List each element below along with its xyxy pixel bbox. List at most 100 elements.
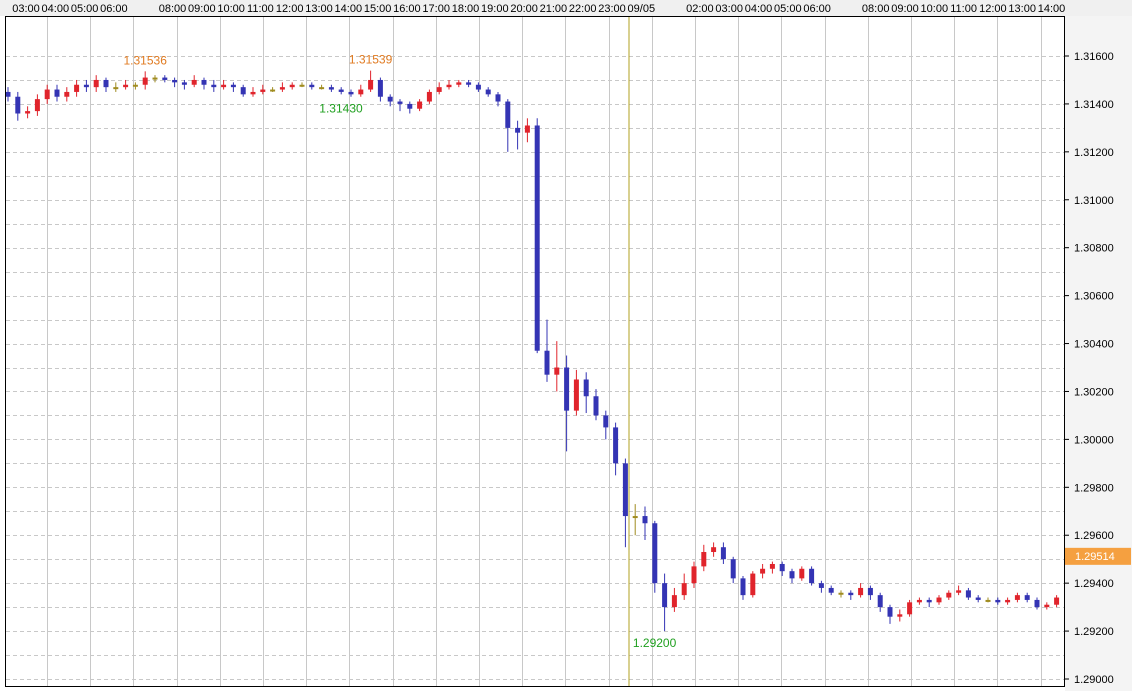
candle — [221, 79, 227, 90]
candle — [270, 87, 276, 92]
candle-body — [250, 91, 256, 95]
candle-body — [711, 547, 717, 553]
high-price-label: 1.31539 — [349, 53, 393, 67]
time-tick-label: 04:00 — [745, 3, 773, 15]
candle — [64, 87, 70, 102]
candle-body — [809, 568, 815, 584]
candle-body — [172, 79, 178, 83]
candle — [740, 575, 746, 600]
candle-body — [466, 82, 472, 85]
time-tick-label: 14:00 — [335, 3, 363, 15]
time-tick-label: 10:00 — [217, 3, 245, 15]
low-price-label: 1.29200 — [633, 636, 677, 650]
candle — [289, 82, 295, 90]
candle — [877, 592, 883, 612]
candle — [720, 542, 726, 564]
candle-body — [446, 84, 452, 88]
candle-body — [760, 568, 766, 574]
candle — [956, 585, 962, 596]
price-tick-label: 1.29400 — [1074, 578, 1114, 590]
candle-body — [740, 578, 746, 596]
candle — [544, 319, 550, 382]
candle-body — [652, 523, 658, 584]
candle-body — [564, 367, 570, 411]
time-axis: 03:00 04:00 05:00 06:00 08:00 09:00 10:00 11:00… — [12, 3, 1065, 15]
candle-body — [44, 89, 50, 100]
candle-body — [279, 87, 285, 90]
candle-body — [887, 607, 893, 617]
candle — [211, 79, 217, 92]
candle — [358, 84, 364, 97]
candle — [760, 563, 766, 579]
candle — [250, 87, 256, 97]
candle — [809, 566, 815, 586]
candle — [662, 573, 668, 632]
candle-body — [975, 597, 981, 600]
time-tick-label: 16:00 — [393, 3, 421, 15]
candle-body — [113, 87, 119, 90]
candle — [456, 79, 462, 88]
candle-body — [1024, 595, 1030, 600]
candle-body — [15, 96, 21, 114]
candle-body — [1044, 604, 1050, 608]
time-tick-label: 04:00 — [42, 3, 70, 15]
candle-body — [328, 87, 334, 90]
candle — [44, 84, 50, 104]
time-tick-label: 06:00 — [803, 3, 831, 15]
candle-body — [25, 111, 31, 114]
candle-body — [926, 599, 932, 603]
annotations: 1.31536 1.31539 1.31430 1.29200 — [124, 53, 677, 650]
candle-body — [828, 587, 834, 593]
candle — [5, 87, 11, 102]
high-price-label: 1.31536 — [124, 53, 168, 67]
price-tick-label: 1.30200 — [1074, 386, 1114, 398]
candle-body — [1014, 595, 1020, 600]
candle-body — [603, 415, 609, 428]
candle-body — [916, 599, 922, 603]
time-tick-label: 22:00 — [569, 3, 597, 15]
candle — [554, 341, 560, 392]
candle — [475, 82, 481, 92]
candle-body — [436, 87, 442, 92]
candle-body — [936, 597, 942, 603]
candle-body — [289, 84, 295, 88]
candle-body — [730, 559, 736, 579]
time-tick-label: 09/05 — [628, 3, 656, 15]
candle-body — [848, 592, 854, 596]
price-axis: 1.31600 1.31400 1.31200 1.31000 1.30800 1.306… — [1064, 51, 1114, 686]
time-tick-label: 12:00 — [276, 3, 304, 15]
candle-body — [397, 101, 403, 104]
candle-body — [230, 84, 236, 88]
candle-body — [74, 84, 80, 92]
low-price-label: 1.31430 — [319, 102, 363, 116]
candle — [319, 84, 325, 90]
candle — [681, 573, 687, 600]
candle — [123, 79, 129, 90]
candle-body — [877, 595, 883, 608]
candle — [495, 91, 501, 107]
candle-body — [34, 99, 40, 112]
candle-body — [407, 103, 413, 109]
candle — [230, 82, 236, 92]
time-tick-label: 18:00 — [452, 3, 480, 15]
candle — [299, 82, 305, 88]
candle — [132, 82, 138, 90]
candle — [83, 79, 89, 92]
candle — [279, 82, 285, 92]
candle — [838, 590, 844, 598]
candle-body — [152, 77, 158, 80]
candle-body — [818, 583, 824, 588]
candle — [93, 75, 99, 92]
candle — [769, 561, 775, 574]
candle-body — [181, 82, 187, 85]
candle-body — [368, 79, 374, 90]
price-tick-label: 1.31000 — [1074, 195, 1114, 207]
candle-body — [142, 77, 148, 85]
candle — [711, 542, 717, 557]
candle — [181, 79, 187, 90]
candle-body — [417, 101, 423, 109]
candle-body — [681, 583, 687, 596]
candle-body — [632, 516, 638, 519]
candle-body — [485, 89, 491, 95]
candle — [965, 587, 971, 600]
